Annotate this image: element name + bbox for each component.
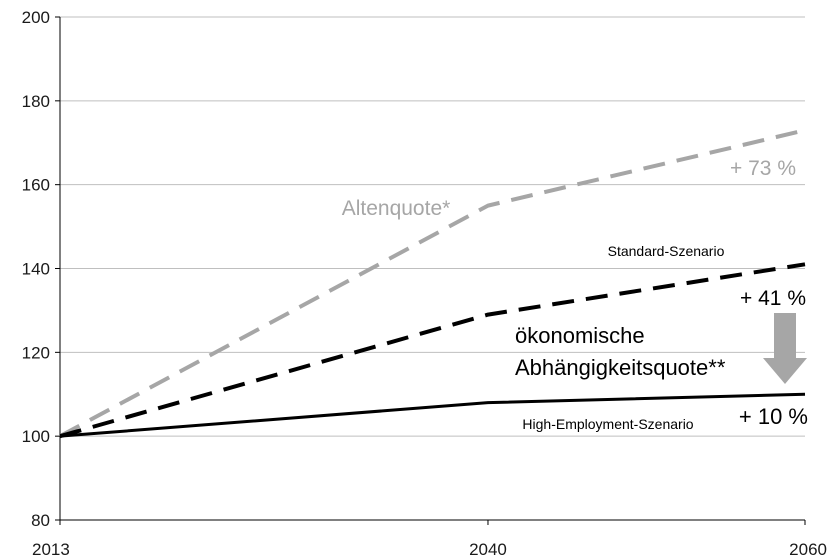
altenquote-label: Altenquote* xyxy=(342,197,451,220)
oek-abhaengigkeitsquote-label-line1: ökonomische xyxy=(515,323,645,348)
series-line-1 xyxy=(59,128,806,438)
down-arrow-icon xyxy=(763,313,807,384)
series-line-2 xyxy=(59,262,806,439)
y-tick-label: 180 xyxy=(22,92,50,111)
high-employment-szenario-label: High-Employment-Szenario xyxy=(522,416,693,432)
standard-szenario-label: Standard-Szenario xyxy=(608,243,725,259)
y-tick-label: 140 xyxy=(22,260,50,279)
y-tick-labels: 80 100 120 140 160 180 200 xyxy=(22,8,60,530)
altenquote-change-label: + 73 % xyxy=(730,157,796,180)
y-tick-label: 160 xyxy=(22,176,50,195)
y-tick-label: 200 xyxy=(22,8,50,27)
gridlines xyxy=(60,16,805,437)
series-line-3 xyxy=(59,392,806,438)
x-tick-label: 2040 xyxy=(469,540,507,558)
y-tick-label: 80 xyxy=(31,511,50,530)
y-tick-label: 100 xyxy=(22,427,50,446)
decrease-arrow xyxy=(763,313,807,384)
x-tick-labels: 2013 2040 2060 xyxy=(32,520,827,558)
series-lines xyxy=(59,128,806,439)
x-tick-label: 2060 xyxy=(789,540,827,558)
x-tick-label: 2013 xyxy=(32,540,70,558)
standard-change-label: + 41 % xyxy=(740,287,806,310)
y-tick-label: 120 xyxy=(22,343,50,362)
oek-abhaengigkeitsquote-label-line2: Abhängigkeitsquote** xyxy=(515,355,726,380)
high-employment-change-label: + 10 % xyxy=(739,404,808,429)
